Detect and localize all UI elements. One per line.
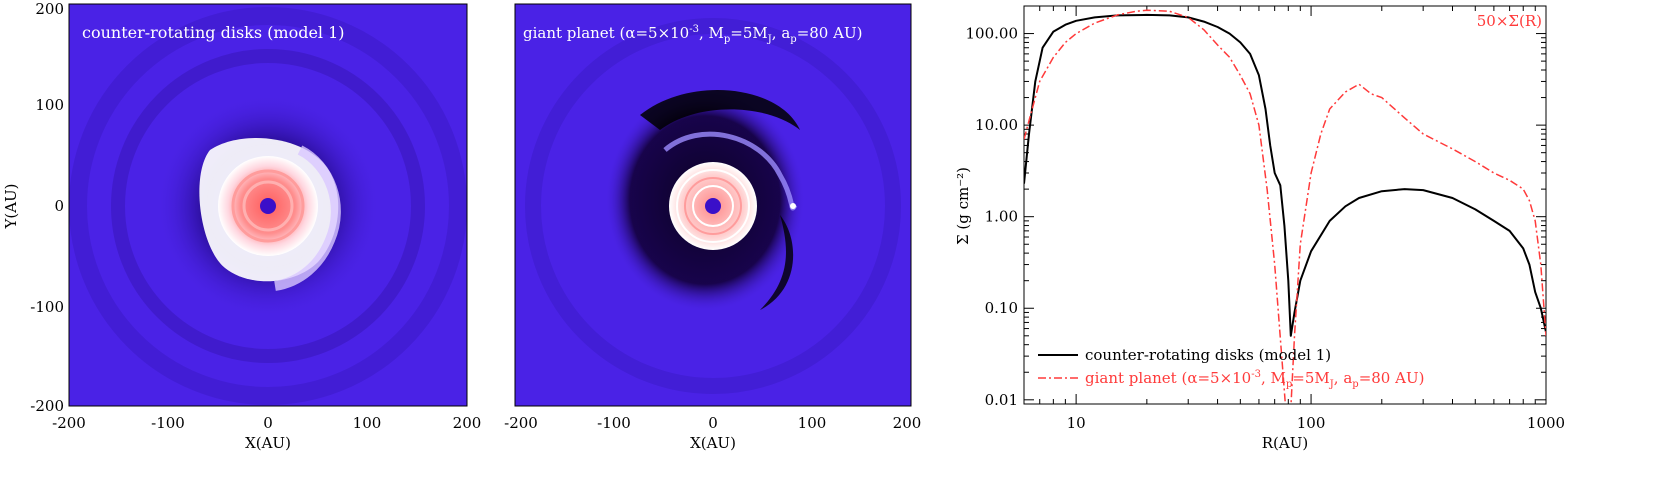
left-x-tick: -100 [151, 414, 185, 432]
middle-density-map [514, 3, 912, 407]
left-frame [68, 3, 468, 407]
middle-core-ring-3 [692, 185, 734, 227]
middle-x-axis-label: X(AU) [690, 434, 736, 452]
plot-frame [1023, 5, 1547, 405]
left-y-tick: 200 [35, 0, 64, 18]
y-tick-label: 1.00 [985, 208, 1018, 226]
legend-label-black: counter-rotating disks (model 1) [1085, 346, 1331, 364]
left-panel-title: counter-rotating disks (model 1) [82, 23, 345, 42]
middle-central-hole [705, 198, 721, 214]
series-line-0 [1024, 13, 1546, 337]
left-spiral-arm [273, 145, 341, 291]
middle-x-ticks: -200 -100 0 100 200 [504, 414, 921, 432]
y-tick-label: 0.01 [985, 391, 1018, 409]
left-x-tick: 100 [353, 414, 382, 432]
middle-x-tick: -100 [597, 414, 631, 432]
plot-series [1024, 9, 1546, 404]
middle-x-tick: -200 [504, 414, 538, 432]
x-tick-label: 100 [1297, 414, 1326, 432]
surface-density-plot: 10 100 1000 100.00 10.00 1.00 0.10 0.01 50×Σ(R… [966, 5, 1566, 432]
middle-frame [514, 3, 912, 407]
series-line-1 [1024, 9, 1546, 404]
left-density-map [68, 3, 468, 407]
middle-dark-arc-right [760, 215, 794, 310]
middle-panel-title: giant planet (α=5×10-3, Mp=5MJ, ap=80 AU… [523, 24, 862, 45]
plot-y-tick-labels: 100.00 10.00 1.00 0.10 0.01 [966, 25, 1019, 409]
y-tick-label: 10.00 [975, 116, 1018, 134]
left-mid-ring [111, 49, 425, 363]
left-y-tick: -100 [30, 298, 64, 316]
left-x-axis-label: X(AU) [245, 434, 291, 452]
left-x-tick: 200 [453, 414, 482, 432]
left-y-ticks: 200 100 0 -100 -200 [30, 0, 64, 415]
left-x-ticks: -200 -100 0 100 200 [52, 414, 481, 432]
middle-core-ring-1 [676, 169, 750, 243]
y-tick-label: 0.10 [985, 299, 1018, 317]
plot-x-axis-label: R(AU) [1262, 434, 1308, 452]
left-core-ring-1 [231, 169, 305, 243]
left-y-tick: 100 [35, 96, 64, 114]
left-x-tick: 0 [263, 414, 273, 432]
left-x-tick: -200 [52, 414, 86, 432]
plot-annotation: 50×Σ(R) [1477, 12, 1542, 30]
middle-x-tick: 100 [798, 414, 827, 432]
middle-x-tick: 0 [708, 414, 718, 432]
middle-x-tick: 200 [893, 414, 922, 432]
left-y-tick: -200 [30, 397, 64, 415]
plot-y-axis-label: Σ (g cm⁻²) [954, 167, 972, 245]
legend-label-red: giant planet (α=5×10-3, Mp=5MJ, ap=80 AU… [1085, 369, 1424, 390]
left-core-ring-2 [242, 180, 294, 232]
planet-marker [790, 203, 796, 209]
middle-dark-arc-top [640, 89, 800, 130]
middle-outer-ring [525, 18, 901, 394]
y-tick-label: 100.00 [966, 25, 1019, 43]
plot-legend: counter-rotating disks (model 1) giant p… [1038, 346, 1424, 390]
x-tick-label: 10 [1067, 414, 1086, 432]
middle-core-ring-2 [684, 177, 742, 235]
left-outer-ring [69, 7, 467, 405]
left-central-hole [260, 198, 276, 214]
x-tick-label: 1000 [1527, 414, 1565, 432]
plot-x-tick-labels: 10 100 1000 [1067, 414, 1566, 432]
left-y-tick: 0 [54, 197, 64, 215]
left-y-axis-label: Y(AU) [2, 183, 20, 229]
